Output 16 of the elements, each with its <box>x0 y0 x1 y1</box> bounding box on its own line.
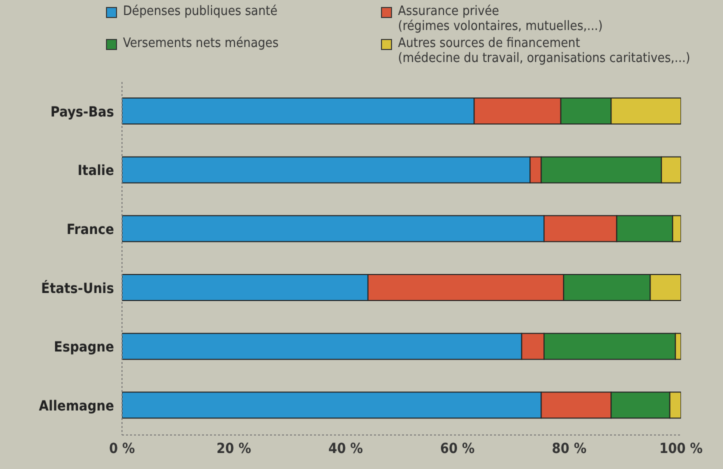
y-tick-label: France <box>66 222 114 238</box>
y-tick-label: Allemagne <box>38 398 114 415</box>
x-tick-label: 80 % <box>552 440 587 457</box>
x-tick-label: 40 % <box>328 440 364 457</box>
legend-label: Autres sources de financement (médecine du travail, organisations caritatives,...) <box>398 36 690 66</box>
x-tick-label: 60 % <box>440 440 476 457</box>
legend-label: Dépenses publiques santé <box>123 4 278 19</box>
x-tick-label: 20 % <box>216 440 252 457</box>
legend-label: Versements nets ménages <box>123 36 279 51</box>
legend-label: Assurance privée (régimes volontaires, mutuelles,...) <box>398 4 603 34</box>
x-tick-label: 0 % <box>109 440 136 457</box>
y-tick-label: Pays-Bas <box>50 104 114 120</box>
x-tick-label: 100 % <box>659 440 704 457</box>
y-tick-label: Italie <box>78 163 114 180</box>
y-tick-label: États-Unis <box>41 280 114 297</box>
y-tick-label: Espagne <box>54 340 114 356</box>
